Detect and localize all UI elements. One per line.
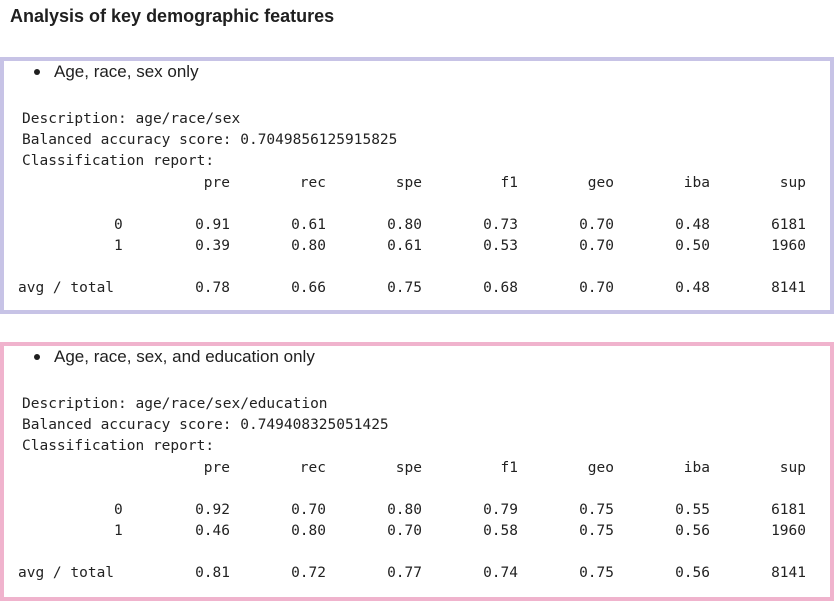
table-cell: 0.46	[195, 523, 230, 539]
score-line: Balanced accuracy score: 0.7494083250514…	[22, 417, 389, 433]
bullet-item: Age, race, sex only	[34, 62, 199, 82]
table-cell: 0.70	[291, 502, 326, 518]
table-cell: 8141	[771, 565, 806, 581]
table-cell: 0.48	[675, 217, 710, 233]
report-label: Classification report:	[22, 153, 215, 169]
column-header-spe: spe	[395, 175, 422, 191]
report-panel-0: Age, race, sex only Description: age/rac…	[0, 57, 834, 314]
score-line: Balanced accuracy score: 0.7049856125915…	[22, 132, 398, 148]
row-label: 0	[114, 502, 123, 518]
table-cell: 0.80	[291, 523, 326, 539]
table-cell: 0.70	[387, 523, 422, 539]
column-header-f1: f1	[500, 175, 518, 191]
bullet-text: Age, race, sex, and education only	[54, 347, 315, 366]
table-cell: 0.70	[579, 238, 614, 254]
column-header-geo: geo	[587, 460, 614, 476]
table-cell: 0.77	[387, 565, 422, 581]
column-header-iba: iba	[683, 460, 710, 476]
table-cell: 6181	[771, 217, 806, 233]
row-label: 1	[114, 523, 123, 539]
report-panel-1: Age, race, sex, and education only Descr…	[0, 342, 834, 601]
table-cell: 0.75	[579, 523, 614, 539]
table-cell: 0.53	[483, 238, 518, 254]
table-cell: 0.58	[483, 523, 518, 539]
column-header-sup: sup	[779, 175, 806, 191]
table-cell: 0.75	[387, 280, 422, 296]
table-cell: 0.75	[579, 565, 614, 581]
column-header-f1: f1	[500, 460, 518, 476]
table-cell: 6181	[771, 502, 806, 518]
column-header-rec: rec	[299, 175, 326, 191]
row-label: avg / total	[18, 280, 115, 296]
bullet-icon	[34, 354, 40, 360]
table-cell: 0.70	[579, 280, 614, 296]
row-label: 1	[114, 238, 123, 254]
table-cell: 0.80	[291, 238, 326, 254]
table-cell: 1960	[771, 523, 806, 539]
section-heading: Analysis of key demographic features	[10, 6, 335, 26]
description-line: Description: age/race/sex	[22, 111, 241, 127]
table-cell: 0.80	[387, 502, 422, 518]
table-cell: 0.70	[579, 217, 614, 233]
description-line: Description: age/race/sex/education	[22, 396, 328, 412]
table-cell: 0.50	[675, 238, 710, 254]
column-header-spe: spe	[395, 460, 422, 476]
table-cell: 0.56	[675, 523, 710, 539]
table-cell: 0.48	[675, 280, 710, 296]
table-cell: 0.56	[675, 565, 710, 581]
table-cell: 8141	[771, 280, 806, 296]
bullet-text: Age, race, sex only	[54, 62, 199, 81]
table-cell: 0.75	[579, 502, 614, 518]
column-header-iba: iba	[683, 175, 710, 191]
bullet-icon	[34, 69, 40, 75]
table-cell: 0.79	[483, 502, 518, 518]
table-cell: 0.61	[291, 217, 326, 233]
table-cell: 0.80	[387, 217, 422, 233]
column-header-pre: pre	[203, 175, 230, 191]
table-cell: 0.73	[483, 217, 518, 233]
table-cell: 1960	[771, 238, 806, 254]
table-cell: 0.68	[483, 280, 518, 296]
column-header-rec: rec	[299, 460, 326, 476]
table-cell: 0.92	[195, 502, 230, 518]
row-label: avg / total	[18, 565, 115, 581]
table-cell: 0.61	[387, 238, 422, 254]
table-cell: 0.72	[291, 565, 326, 581]
column-header-geo: geo	[587, 175, 614, 191]
column-header-sup: sup	[779, 460, 806, 476]
row-label: 0	[114, 217, 123, 233]
table-cell: 0.81	[195, 565, 230, 581]
table-cell: 0.78	[195, 280, 230, 296]
table-cell: 0.39	[195, 238, 230, 254]
table-cell: 0.55	[675, 502, 710, 518]
column-header-pre: pre	[203, 460, 230, 476]
table-cell: 0.74	[483, 565, 518, 581]
table-cell: 0.66	[291, 280, 326, 296]
table-cell: 0.91	[195, 217, 230, 233]
bullet-item: Age, race, sex, and education only	[34, 347, 315, 367]
report-label: Classification report:	[22, 438, 215, 454]
